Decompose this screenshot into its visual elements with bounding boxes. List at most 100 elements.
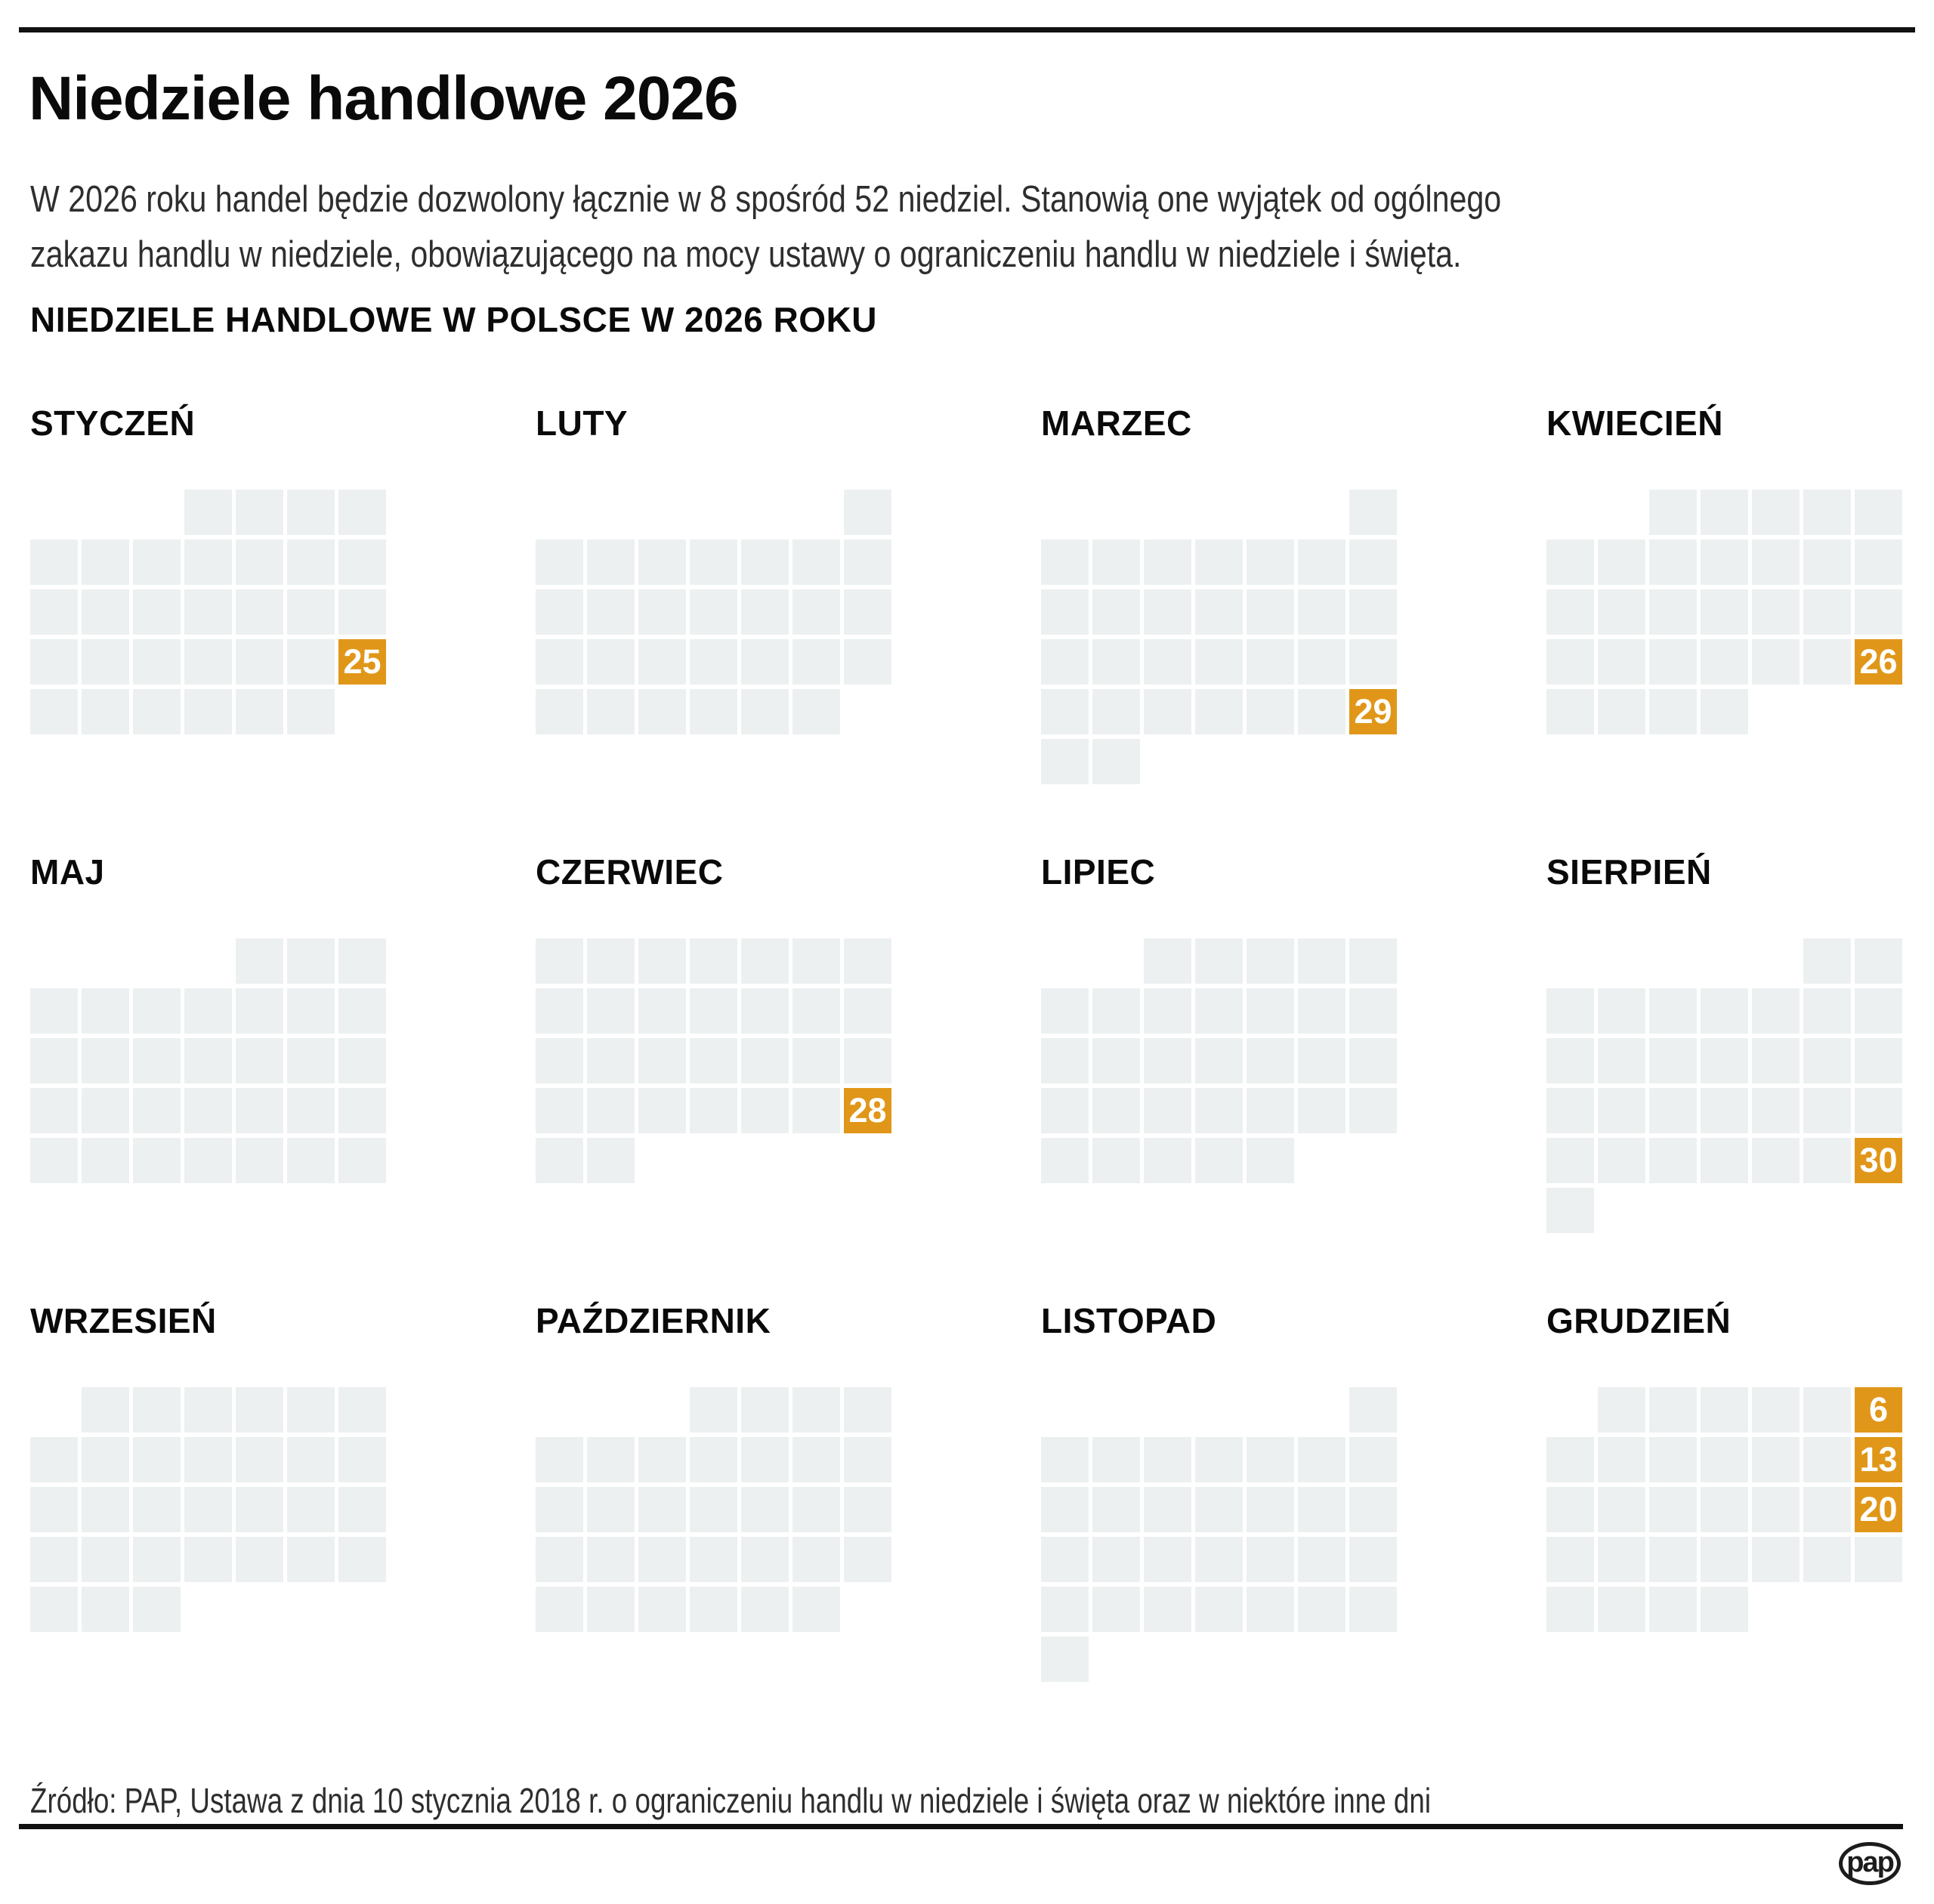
day-cell bbox=[184, 1088, 232, 1133]
day-cell bbox=[1546, 988, 1594, 1034]
day-cell bbox=[236, 1437, 283, 1482]
day-cell bbox=[82, 689, 129, 734]
day-cell bbox=[1598, 639, 1645, 685]
day-cell bbox=[1195, 1138, 1243, 1183]
day-cell bbox=[741, 1537, 789, 1582]
day-cell bbox=[1649, 490, 1697, 535]
day-cell bbox=[638, 1487, 686, 1532]
day-cell bbox=[690, 1387, 737, 1433]
day-cell bbox=[133, 1587, 181, 1632]
day-cell bbox=[536, 938, 583, 984]
day-cell bbox=[133, 1038, 181, 1083]
day-cell bbox=[30, 1487, 78, 1532]
day-cell bbox=[1701, 1487, 1748, 1532]
month-kwiecien: KWIECIEŃ 26 bbox=[1546, 403, 1902, 734]
day-cell bbox=[287, 1138, 335, 1183]
day-cell bbox=[1546, 639, 1594, 685]
day-cell bbox=[133, 1387, 181, 1433]
day-cell bbox=[1195, 1537, 1243, 1582]
day-cell bbox=[1195, 1487, 1243, 1532]
day-cell bbox=[1041, 1487, 1089, 1532]
trading-sunday-30: 30 bbox=[1855, 1138, 1902, 1183]
day-cell bbox=[236, 1138, 283, 1183]
day-cell bbox=[1752, 1487, 1800, 1532]
day-cell bbox=[287, 639, 335, 685]
day-cell bbox=[82, 539, 129, 585]
day-cell bbox=[1041, 639, 1089, 685]
day-cell bbox=[1701, 1537, 1748, 1582]
day-cell bbox=[1247, 1587, 1294, 1632]
day-cell bbox=[1649, 1088, 1697, 1133]
day-cell bbox=[638, 988, 686, 1034]
day-cell bbox=[792, 639, 840, 685]
day-cell bbox=[792, 539, 840, 585]
section-header: NIEDZIELE HANDLOWE W POLSCE W 2026 ROKU bbox=[30, 300, 878, 339]
day-cell bbox=[844, 1038, 891, 1083]
month-lipiec: LIPIEC bbox=[1041, 852, 1397, 1183]
day-cell bbox=[1701, 1387, 1748, 1433]
day-cell bbox=[536, 1088, 583, 1133]
day-cell bbox=[536, 1138, 583, 1183]
day-cell bbox=[236, 589, 283, 635]
day-cell bbox=[1144, 1487, 1191, 1532]
day-cell bbox=[1349, 490, 1397, 535]
day-cell bbox=[844, 639, 891, 685]
month-wrzesien: WRZESIEŃ bbox=[30, 1301, 386, 1632]
day-cell bbox=[338, 1088, 386, 1133]
day-cell bbox=[1144, 938, 1191, 984]
day-cell bbox=[536, 589, 583, 635]
day-cell bbox=[1546, 1138, 1594, 1183]
trading-sunday-13: 13 bbox=[1855, 1437, 1902, 1482]
month-days-grid: 6 13 20 bbox=[1546, 1387, 1902, 1632]
day-cell bbox=[536, 1537, 583, 1582]
day-cell bbox=[30, 1437, 78, 1482]
day-cell bbox=[536, 1437, 583, 1482]
day-cell bbox=[133, 689, 181, 734]
trading-sunday-20: 20 bbox=[1855, 1487, 1902, 1532]
month-days-grid bbox=[1041, 938, 1397, 1183]
day-cell bbox=[1546, 1437, 1594, 1482]
day-cell bbox=[741, 1487, 789, 1532]
intro-text: W 2026 roku handel będzie dozwolony łącz… bbox=[30, 172, 1501, 283]
day-cell bbox=[1349, 1587, 1397, 1632]
day-cell bbox=[1649, 1587, 1697, 1632]
day-cell bbox=[236, 639, 283, 685]
month-name: SIERPIEŃ bbox=[1546, 852, 1712, 892]
day-cell bbox=[536, 988, 583, 1034]
day-cell bbox=[587, 689, 635, 734]
day-cell bbox=[1649, 689, 1697, 734]
day-cell bbox=[587, 1537, 635, 1582]
day-cell bbox=[1247, 639, 1294, 685]
day-cell bbox=[1298, 1537, 1345, 1582]
day-cell bbox=[236, 1537, 283, 1582]
day-cell bbox=[30, 1587, 78, 1632]
day-cell bbox=[1701, 1587, 1748, 1632]
day-cell bbox=[184, 539, 232, 585]
day-cell bbox=[133, 1437, 181, 1482]
day-cell bbox=[1803, 539, 1851, 585]
day-cell bbox=[741, 1088, 789, 1133]
trading-sunday-29: 29 bbox=[1349, 689, 1397, 734]
day-cell bbox=[1803, 1537, 1851, 1582]
day-cell bbox=[338, 1038, 386, 1083]
day-cell bbox=[1598, 539, 1645, 585]
day-cell bbox=[338, 1387, 386, 1433]
day-cell bbox=[1349, 1038, 1397, 1083]
day-cell bbox=[1041, 1437, 1089, 1482]
day-cell bbox=[792, 1088, 840, 1133]
day-cell bbox=[690, 1537, 737, 1582]
top-rule bbox=[19, 27, 1915, 32]
day-cell bbox=[1195, 988, 1243, 1034]
day-cell bbox=[1649, 539, 1697, 585]
day-cell bbox=[1195, 1587, 1243, 1632]
day-cell bbox=[844, 589, 891, 635]
day-cell bbox=[690, 639, 737, 685]
day-cell bbox=[1247, 589, 1294, 635]
day-cell bbox=[1247, 1487, 1294, 1532]
day-cell bbox=[536, 1587, 583, 1632]
day-cell bbox=[1803, 1437, 1851, 1482]
day-cell bbox=[1598, 1038, 1645, 1083]
day-cell bbox=[236, 1387, 283, 1433]
day-cell bbox=[236, 490, 283, 535]
day-cell bbox=[1247, 1437, 1294, 1482]
